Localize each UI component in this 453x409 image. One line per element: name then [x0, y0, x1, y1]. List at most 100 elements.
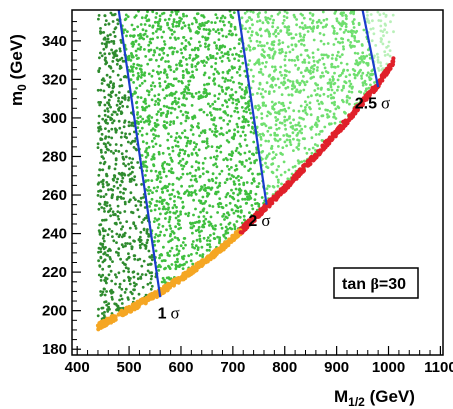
scatter-point	[338, 55, 342, 59]
scatter-point	[190, 165, 194, 169]
scatter-point	[157, 239, 161, 243]
scatter-point	[272, 52, 276, 56]
scatter-point	[305, 80, 309, 84]
scatter-point	[379, 64, 383, 68]
band-point	[100, 324, 105, 329]
scatter-point	[114, 127, 117, 131]
scatter-point	[328, 122, 331, 126]
band-point	[104, 323, 109, 328]
scatter-point	[116, 215, 120, 218]
scatter-point	[208, 245, 212, 249]
scatter-point	[166, 53, 170, 57]
scatter-point	[123, 262, 126, 266]
scatter-point	[112, 30, 116, 34]
band-point	[282, 188, 287, 193]
scatter-point	[320, 139, 324, 142]
scatter-point	[238, 86, 242, 89]
scatter-point	[265, 165, 268, 169]
scatter-point	[135, 148, 139, 152]
scatter-point	[319, 21, 323, 25]
scatter-point	[189, 37, 193, 40]
scatter-point	[202, 15, 206, 19]
scatter-point	[223, 23, 226, 27]
scatter-point	[207, 186, 211, 190]
scatter-point	[101, 312, 104, 315]
scatter-point	[181, 113, 185, 117]
scatter-point	[100, 206, 104, 209]
scatter-point	[317, 119, 321, 123]
scatter-point	[124, 244, 127, 248]
band-point	[190, 267, 195, 272]
scatter-point	[103, 119, 107, 123]
scatter-point	[114, 93, 118, 97]
scatter-point	[216, 211, 220, 214]
scatter-point	[296, 55, 299, 59]
scatter-point	[138, 244, 142, 247]
scatter-point	[238, 142, 242, 146]
scatter-point	[336, 88, 339, 92]
band-point	[233, 231, 239, 236]
x-axis-title: M1/2 (GeV)	[334, 387, 415, 409]
scatter-point	[176, 101, 180, 104]
scatter-point	[235, 52, 238, 56]
scatter-point	[103, 251, 107, 255]
scatter-point	[228, 129, 231, 133]
scatter-point	[140, 264, 144, 268]
scatter-point	[220, 51, 224, 54]
scatter-point	[98, 233, 102, 236]
scatter-point	[221, 103, 225, 107]
plot-frame	[71, 9, 444, 356]
scatter-point	[324, 25, 327, 28]
scatter-point	[136, 116, 140, 120]
scatter-point	[164, 266, 167, 270]
scatter-point	[131, 170, 134, 174]
scatter-point	[121, 225, 125, 229]
scatter-point	[126, 140, 130, 144]
scatter-point	[265, 60, 268, 64]
scatter-point	[190, 104, 194, 107]
scatter-point	[198, 40, 201, 44]
scatter-point	[309, 77, 313, 80]
scatter-point	[147, 249, 151, 253]
scatter-point	[255, 39, 259, 43]
scatter-point	[219, 144, 223, 148]
scatter-point	[264, 65, 267, 69]
scatter-point	[292, 137, 295, 141]
scatter-point	[185, 14, 189, 18]
scatter-point	[222, 119, 226, 122]
scatter-point	[328, 110, 332, 113]
scatter-point	[158, 81, 162, 85]
scatter-point	[385, 31, 389, 34]
scatter-point	[128, 180, 132, 183]
scatter-point	[172, 231, 176, 235]
scatter-point	[176, 219, 180, 222]
scatter-point	[118, 47, 122, 51]
scatter-point	[98, 202, 101, 206]
scatter-point	[163, 69, 167, 73]
scatter-point	[181, 157, 185, 161]
scatter-point	[99, 27, 102, 30]
scatter-point	[153, 240, 156, 243]
scatter-point	[120, 297, 124, 301]
scatter-point	[207, 76, 211, 80]
scatter-point	[100, 150, 103, 154]
scatter-point	[339, 61, 343, 65]
scatter-point	[103, 278, 106, 282]
scatter-point	[196, 46, 200, 50]
scatter-point	[186, 86, 190, 89]
scatter-point	[128, 242, 132, 246]
scatter-point	[271, 107, 275, 110]
band-point	[167, 282, 172, 287]
scatter-point	[202, 27, 206, 31]
scatter-point	[130, 140, 134, 144]
sigma-label-number: 2	[248, 213, 257, 230]
scatter-point	[362, 60, 365, 64]
band-point	[387, 63, 392, 68]
scatter-point	[330, 63, 333, 66]
scatter-point	[210, 113, 213, 117]
scatter-point	[131, 45, 135, 48]
scatter-point	[133, 224, 137, 228]
scatter-point	[165, 84, 169, 88]
scatter-point	[117, 91, 121, 94]
scatter-point	[135, 101, 138, 105]
